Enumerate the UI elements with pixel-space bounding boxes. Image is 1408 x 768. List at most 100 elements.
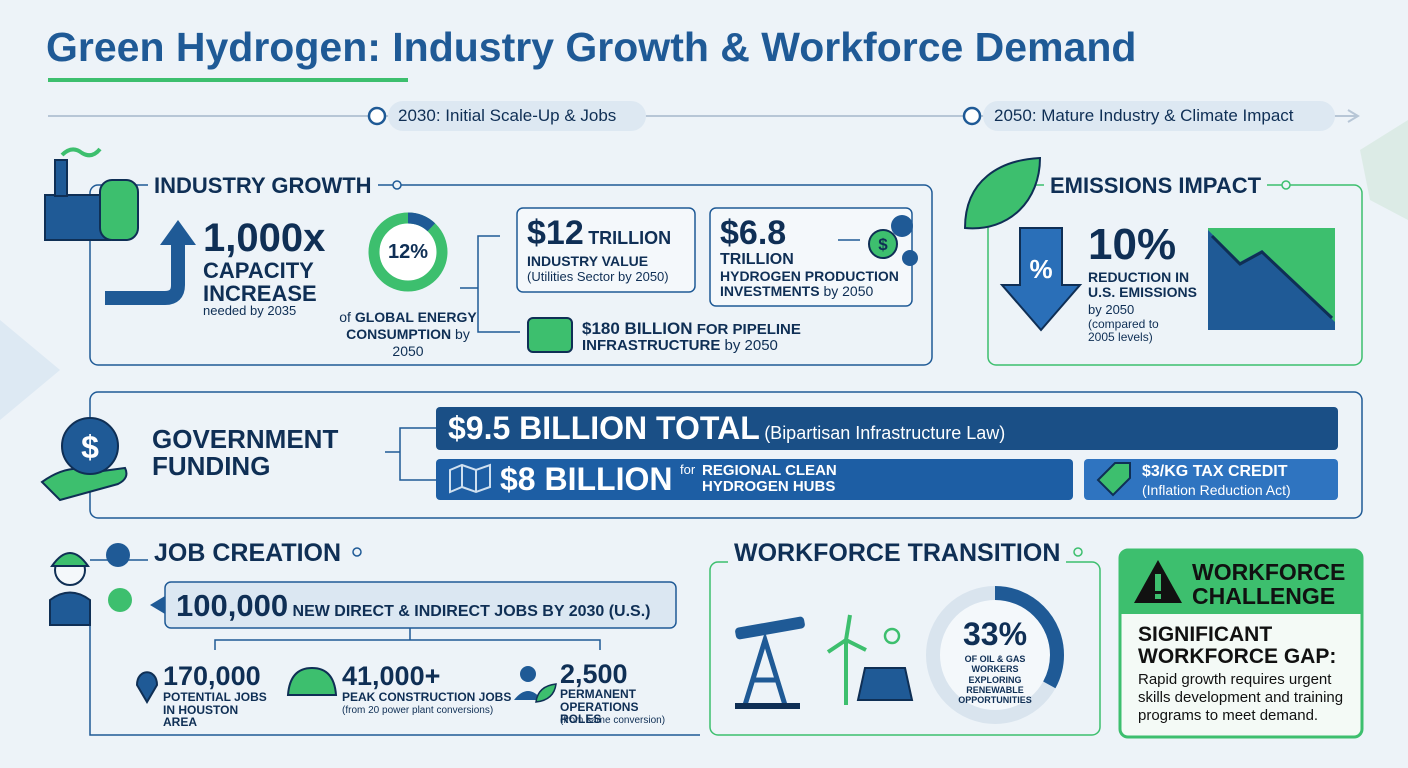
connector-dot [392, 180, 402, 190]
pin-icon [135, 671, 159, 704]
share-caption: GLOBAL ENERGY CONSUMPTION [346, 309, 477, 342]
item-note: (from 20 power plant conversions) [342, 705, 494, 716]
factory-icon [44, 147, 139, 241]
challenge-headline: SIGNIFICANT WORKFORCE GAP: [1138, 623, 1337, 669]
pointer [150, 596, 165, 614]
item-label: PEAK CONSTRUCTION JOBS [342, 690, 512, 704]
leaf-icon [535, 683, 557, 703]
helmet-icon [286, 666, 338, 696]
emissions-baseline: (compared to 2005 levels) [1088, 317, 1159, 344]
hubs-lead: for [680, 462, 696, 477]
milestone: 2030: Initial Scale-Up & Jobs [398, 106, 617, 125]
section-heading: EMISSIONS IMPACT [1044, 174, 1268, 197]
item-figure: 41,000+ [342, 661, 441, 691]
emissions-label: REDUCTION IN U.S. EMISSIONS [1088, 269, 1197, 300]
timeline-arrow [1347, 109, 1360, 123]
chimney [54, 159, 68, 197]
value-note: (Utilities Sector by 2050) [527, 269, 669, 284]
item-note: (from same conversion) [560, 715, 666, 726]
item-label: POTENTIAL JOBS IN HOUSTON AREA [163, 690, 267, 730]
section-heading: GOVERNMENT FUNDING [152, 424, 339, 482]
growth-arrow [160, 220, 196, 245]
connector-dot [352, 547, 362, 557]
gear [891, 215, 913, 237]
challenge-header [1120, 550, 1362, 614]
section-heading: INDUSTRY GROWTH [148, 174, 378, 197]
title-underline [48, 78, 408, 82]
item-figure: 2,500 [560, 659, 628, 689]
leaf-icon [963, 156, 1042, 230]
worker-icon [49, 543, 132, 626]
investment-label: HYDROGEN PRODUCTION INVESTMENTS [720, 268, 899, 299]
pumpjack-icon [735, 616, 805, 709]
trend-fill [1208, 230, 1335, 330]
value-figure: $12 [527, 214, 584, 252]
person-icon [514, 691, 542, 700]
caption-lead: of [339, 309, 351, 325]
section-heading: WORKFORCE TRANSITION [728, 540, 1067, 566]
tax-label: $3/KG TAX CREDIT [1142, 463, 1288, 480]
share-label: 33% [962, 616, 1028, 652]
bracket [385, 427, 436, 481]
value-unit: TRILLION [588, 228, 672, 248]
map-icon [449, 463, 491, 494]
share-label: 12% [387, 241, 429, 263]
turbine-icon [826, 614, 867, 705]
donut-arc [926, 586, 1064, 724]
challenge-heading: WORKFORCE CHALLENGE [1192, 559, 1346, 610]
value-box [516, 207, 696, 293]
emissions-note: by 2050 [1088, 302, 1135, 317]
hand-icon [40, 466, 128, 502]
item-figure: 170,000 [163, 661, 261, 691]
coin-symbol: $ [81, 429, 99, 465]
share-note: by 2050 [392, 325, 470, 359]
gear [108, 588, 132, 612]
investment-unit: TRILLION [720, 251, 794, 268]
sun-icon [883, 627, 901, 645]
share-caption: OF OIL & GAS WORKERS EXPLORING RENEWABLE… [958, 654, 1032, 706]
capacity-note: needed by 2035 [203, 303, 297, 318]
connector-dot [1073, 547, 1083, 557]
hubs-label: REGIONAL CLEAN HYDROGEN HUBS [702, 462, 837, 495]
warning-mark [1155, 574, 1161, 591]
solar-icon [856, 667, 914, 701]
down-arrow [999, 227, 1083, 332]
pumpjack-frame [742, 631, 788, 706]
tax-source: (Inflation Reduction Act) [1142, 482, 1291, 498]
emissions-figure: 10% [1088, 220, 1177, 269]
pipeline-figure: $180 BILLION [582, 319, 693, 338]
tag-icon [1096, 462, 1131, 497]
jobs-label: NEW DIRECT & INDIRECT JOBS BY 2030 (U.S.… [292, 603, 651, 620]
trend-line [1210, 234, 1334, 320]
arrow-symbol: % [1029, 254, 1052, 284]
pipeline-note: by 2050 [724, 336, 778, 354]
investment-figure: $6.8 [720, 214, 787, 252]
donut-arc [368, 212, 448, 292]
milestone-dot [367, 106, 387, 126]
coin-icon [61, 417, 119, 475]
worker-body [49, 591, 91, 626]
wallet-icon [527, 317, 573, 353]
hard-hat [50, 552, 90, 567]
jobs-panel [89, 600, 700, 736]
branch-lines [214, 628, 601, 650]
gear [106, 543, 130, 567]
funding-bar [436, 407, 1338, 450]
capacity-label: CAPACITY INCREASE [203, 258, 317, 307]
milestone: 2050: Mature Industry & Climate Impact [994, 106, 1294, 125]
smoke [60, 147, 102, 158]
funding-bar [436, 459, 1073, 500]
funding-bar [1084, 459, 1338, 500]
milestone-pill [388, 101, 646, 131]
hubs-figure: $8 BILLION [500, 461, 673, 497]
coin [868, 229, 898, 259]
total-figure: $9.5 BILLION TOTAL [448, 410, 760, 446]
coin-symbol: $ [878, 235, 888, 254]
item-label: PERMANENT OPERATIONS ROLES [560, 687, 639, 727]
total-source: (Bipartisan Infrastructure Law) [764, 423, 1006, 443]
deco-shape [0, 320, 60, 420]
industry-panel [89, 184, 933, 366]
milestone-dot [962, 106, 982, 126]
